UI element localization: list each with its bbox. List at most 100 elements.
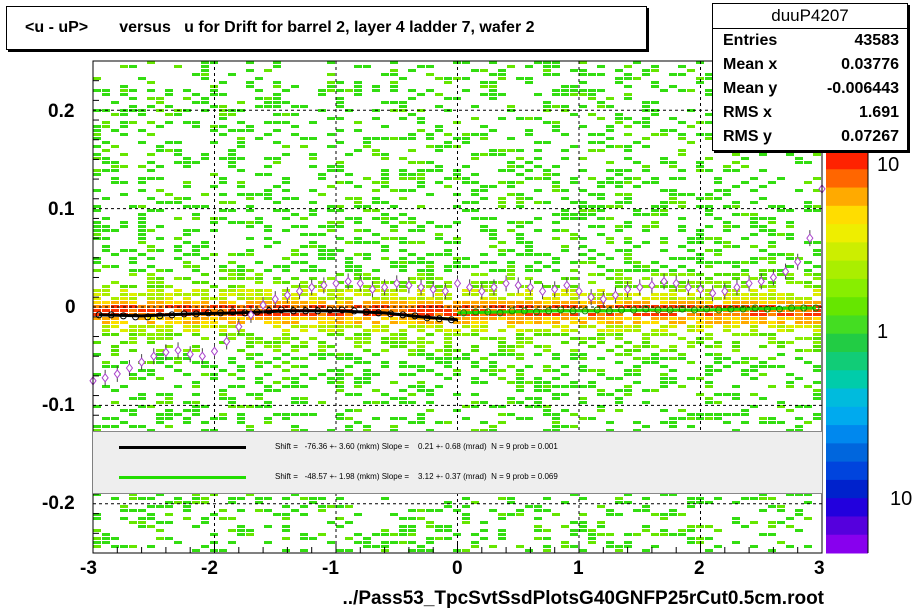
heatmap-cell xyxy=(453,309,461,312)
heatmap-cell xyxy=(804,517,812,520)
heatmap-cell xyxy=(327,81,335,84)
heatmap-cell xyxy=(390,333,398,336)
heatmap-cell xyxy=(669,193,677,196)
heatmap-cell xyxy=(273,337,281,340)
green-point xyxy=(751,304,759,312)
heatmap-cell xyxy=(228,385,236,388)
heatmap-cell xyxy=(678,149,686,152)
heatmap-cell xyxy=(291,285,299,288)
heatmap-cell xyxy=(597,333,605,336)
heatmap-cell xyxy=(597,313,605,316)
heatmap-cell xyxy=(399,117,407,120)
heatmap-cell xyxy=(228,269,236,272)
stats-value: 43583 xyxy=(854,32,900,49)
heatmap-cell xyxy=(399,517,407,520)
heatmap-cell xyxy=(336,81,344,84)
heatmap-cell xyxy=(597,521,605,524)
profile-point xyxy=(502,278,510,289)
heatmap-cell xyxy=(408,541,416,544)
heatmap-cell xyxy=(390,205,398,208)
heatmap-cell xyxy=(417,177,425,180)
heatmap-cell xyxy=(534,401,542,404)
heatmap-cell xyxy=(732,361,740,364)
heatmap-cell xyxy=(435,253,443,256)
heatmap-cell xyxy=(246,333,254,336)
heatmap-cell xyxy=(228,157,236,160)
heatmap-cell xyxy=(768,261,776,264)
heatmap-cell xyxy=(489,229,497,232)
heatmap-cell xyxy=(354,241,362,244)
heatmap-cell xyxy=(750,221,758,224)
heatmap-cell xyxy=(165,193,173,196)
heatmap-cell xyxy=(489,89,497,92)
heatmap-cell xyxy=(192,317,200,320)
heatmap-cell xyxy=(471,69,479,72)
heatmap-cell xyxy=(363,537,371,540)
heatmap-cell xyxy=(732,213,740,216)
profile-point xyxy=(599,294,607,304)
heatmap-cell xyxy=(336,357,344,360)
heatmap-cell xyxy=(147,429,155,432)
heatmap-cell xyxy=(489,269,497,272)
heatmap-cell xyxy=(345,393,353,396)
heatmap-cell xyxy=(678,409,686,412)
heatmap-cell xyxy=(138,425,146,428)
heatmap-cell xyxy=(804,337,812,340)
heatmap-cell xyxy=(237,121,245,124)
heatmap-cell xyxy=(534,217,542,220)
heatmap-cell xyxy=(660,205,668,208)
heatmap-cell xyxy=(327,369,335,372)
heatmap-cell xyxy=(111,333,119,336)
heatmap-cell xyxy=(588,249,596,252)
green-point xyxy=(739,305,747,313)
heatmap-cell xyxy=(723,245,731,248)
heatmap-cell xyxy=(102,121,110,124)
heatmap-cell xyxy=(597,65,605,68)
heatmap-cell xyxy=(318,325,326,328)
heatmap-cell xyxy=(291,429,299,432)
heatmap-cell xyxy=(408,97,416,100)
heatmap-cell xyxy=(705,297,713,300)
heatmap-cell xyxy=(813,341,821,344)
heatmap-cell xyxy=(714,253,722,256)
heatmap-cell xyxy=(219,369,227,372)
heatmap-cell xyxy=(291,197,299,200)
heatmap-cell xyxy=(597,265,605,268)
heatmap-cell xyxy=(264,133,272,136)
heatmap-cell xyxy=(426,133,434,136)
heatmap-cell xyxy=(525,313,533,316)
heatmap-cell xyxy=(543,529,551,532)
heatmap-cell xyxy=(444,537,452,540)
green-point xyxy=(496,309,504,317)
heatmap-cell xyxy=(201,501,209,504)
heatmap-cell xyxy=(237,497,245,500)
heatmap-cell xyxy=(336,181,344,184)
heatmap-cell xyxy=(678,137,686,140)
heatmap-cell xyxy=(615,497,623,500)
heatmap-cell xyxy=(210,125,218,128)
heatmap-cell xyxy=(435,149,443,152)
heatmap-cell xyxy=(156,353,164,356)
heatmap-cell xyxy=(435,165,443,168)
heatmap-cell xyxy=(588,149,596,152)
heatmap-cell xyxy=(480,421,488,424)
heatmap-cell xyxy=(147,305,155,308)
heatmap-cell xyxy=(354,361,362,364)
heatmap-cell xyxy=(192,393,200,396)
heatmap-cell xyxy=(471,153,479,156)
heatmap-cell xyxy=(156,361,164,364)
heatmap-cell xyxy=(93,157,101,160)
heatmap-cell xyxy=(813,177,821,180)
heatmap-cell xyxy=(669,293,677,296)
heatmap-cell xyxy=(543,177,551,180)
heatmap-cell xyxy=(786,493,794,496)
heatmap-cell xyxy=(534,405,542,408)
heatmap-cell xyxy=(291,113,299,116)
heatmap-cell xyxy=(246,425,254,428)
heatmap-cell xyxy=(516,253,524,256)
heatmap-cell xyxy=(705,337,713,340)
heatmap-cell xyxy=(237,221,245,224)
heatmap-cell xyxy=(381,325,389,328)
heatmap-cell xyxy=(732,333,740,336)
heatmap-cell xyxy=(687,313,695,316)
